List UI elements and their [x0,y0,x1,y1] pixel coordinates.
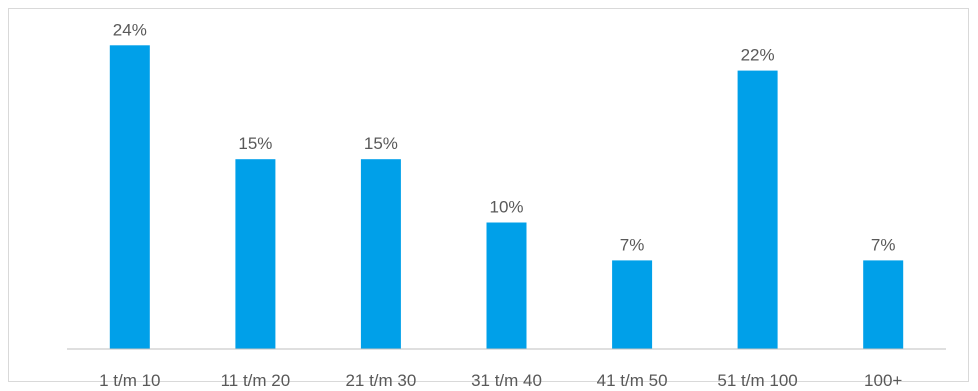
data-label-4: 10% [489,198,523,217]
data-label-3: 15% [364,134,398,153]
x-tick-label-1: 1 t/m 10 [99,371,160,390]
x-tick-label-4: 31 t/m 40 [471,371,542,390]
data-label-2: 15% [238,134,272,153]
bar-7 [863,260,904,349]
x-tick-label-7: 100+ [864,371,902,390]
data-label-5: 7% [620,235,645,254]
bar-4 [486,222,527,349]
bar-1 [109,45,150,350]
x-tick-label-6: 51 t/m 100 [717,371,797,390]
data-label-6: 22% [741,46,775,65]
x-tick-label-3: 21 t/m 30 [345,371,416,390]
bar-5 [612,260,653,349]
bar-3 [360,159,401,349]
x-tick-label-2: 11 t/m 20 [221,371,291,390]
data-label-7: 7% [871,235,896,254]
x-tick-label-5: 41 t/m 50 [597,371,668,390]
bar-6 [737,70,778,349]
x-tick-labels-group: 1 t/m 10 11 t/m 20 21 t/m 30 31 t/m 40 41 t/… [99,371,902,390]
data-label-1: 24% [113,20,147,39]
bars-group [109,45,904,350]
data-labels-group: 24% 15% 15% 10% 7% 22% 7% [113,20,896,254]
bar-2 [235,159,276,349]
